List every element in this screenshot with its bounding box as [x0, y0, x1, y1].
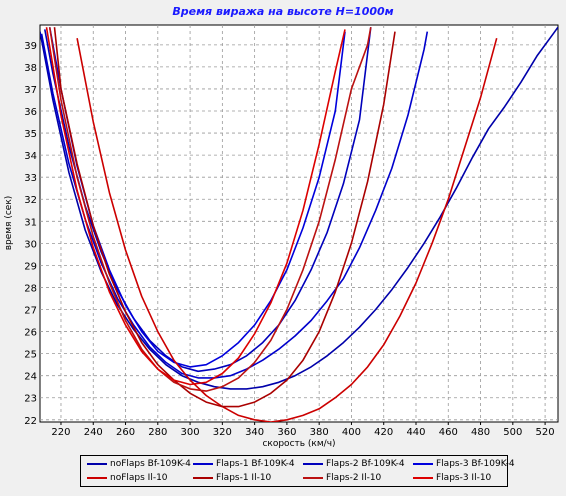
legend-label: noFlaps Il-10	[110, 473, 168, 483]
x-tick-label: 300	[181, 427, 200, 438]
legend-swatch	[303, 462, 323, 465]
grid	[40, 25, 558, 422]
legend-item: Flaps-2 Il-10	[303, 471, 381, 485]
y-tick-label: 38	[24, 63, 37, 74]
legend-item: Flaps-1 Bf-109K-4	[193, 457, 295, 471]
series-line-5	[76, 37, 498, 422]
x-tick-label: 360	[277, 427, 296, 438]
legend-label: Flaps-1 Il-10	[216, 473, 272, 483]
legend-item: Flaps-2 Bf-109K-4	[303, 457, 405, 471]
x-tick-label: 340	[245, 427, 264, 438]
y-tick-label: 30	[24, 239, 37, 250]
legend-item: Flaps-3 Il-10	[413, 471, 491, 485]
x-tick-label: 440	[406, 427, 425, 438]
x-tick-label: 320	[213, 427, 232, 438]
series-line-7	[48, 27, 372, 392]
y-tick-label: 33	[24, 173, 37, 184]
x-tick-label: 280	[148, 427, 167, 438]
y-tick-label: 23	[24, 394, 37, 405]
legend-label: noFlaps Bf-109K-4	[110, 459, 191, 469]
x-tick-label: 380	[310, 427, 329, 438]
x-tick-label: 500	[503, 427, 522, 438]
legend-label: Flaps-2 Bf-109K-4	[326, 459, 405, 469]
y-axis-label: время (сек)	[4, 196, 14, 251]
legend-label: Flaps-2 Il-10	[326, 473, 382, 483]
legend-item: Flaps-3 Bf-109K-4	[413, 457, 515, 471]
y-tick-label: 32	[24, 195, 37, 206]
y-tick-label: 34	[24, 151, 37, 162]
chart-title: Время виража на высоте H=1000м	[172, 5, 394, 18]
y-tick-label: 27	[24, 306, 37, 317]
x-tick-label: 400	[342, 427, 361, 438]
x-tick-label: 220	[51, 427, 70, 438]
y-tick-label: 36	[24, 107, 37, 118]
x-axis-label: скорость (км/ч)	[262, 439, 335, 449]
legend-swatch	[413, 462, 433, 465]
y-tick-label: 35	[24, 129, 37, 140]
legend-swatch	[413, 476, 433, 479]
legend-label: Flaps-3 Il-10	[436, 473, 492, 483]
x-tick-label: 240	[84, 427, 103, 438]
legend-swatch	[193, 462, 213, 465]
legend-swatch	[193, 476, 213, 479]
x-tick-label: 520	[536, 427, 555, 438]
y-tick-label: 22	[24, 416, 37, 427]
x-tick-label: 480	[471, 427, 490, 438]
tick-layer: 220 240 260 280 300 320 340 360 380 400 420 440 460 4…	[24, 41, 554, 438]
series-line-6	[53, 27, 396, 408]
x-tick-label: 260	[116, 427, 135, 438]
y-tick-label: 26	[24, 328, 37, 339]
legend-item: Flaps-1 Il-10	[193, 471, 271, 485]
legend-item: noFlaps Il-10	[87, 471, 168, 485]
y-tick-label: 39	[24, 41, 37, 52]
y-tick-label: 25	[24, 350, 37, 361]
legend: noFlaps Bf-109K-4 Flaps-1 Bf-109K-4 Flaps-…	[80, 455, 515, 487]
y-tick-label: 29	[24, 261, 37, 272]
legend-swatch	[303, 476, 323, 479]
legend-label: Flaps-1 Bf-109K-4	[216, 459, 295, 469]
series-line-3	[44, 27, 372, 373]
series-line-8	[45, 27, 346, 386]
legend-item: noFlaps Bf-109K-4	[87, 457, 191, 471]
y-tick-label: 24	[24, 372, 37, 383]
x-tick-label: 420	[374, 427, 393, 438]
y-tick-label: 28	[24, 283, 37, 294]
y-tick-label: 31	[24, 217, 37, 228]
legend-swatch	[87, 462, 107, 465]
series-line-1	[40, 26, 558, 390]
series-layer	[40, 26, 558, 422]
legend-label: Flaps-3 Bf-109K-4	[436, 459, 515, 469]
y-tick-label: 37	[24, 85, 37, 96]
legend-swatch	[87, 476, 107, 479]
x-tick-label: 460	[439, 427, 458, 438]
